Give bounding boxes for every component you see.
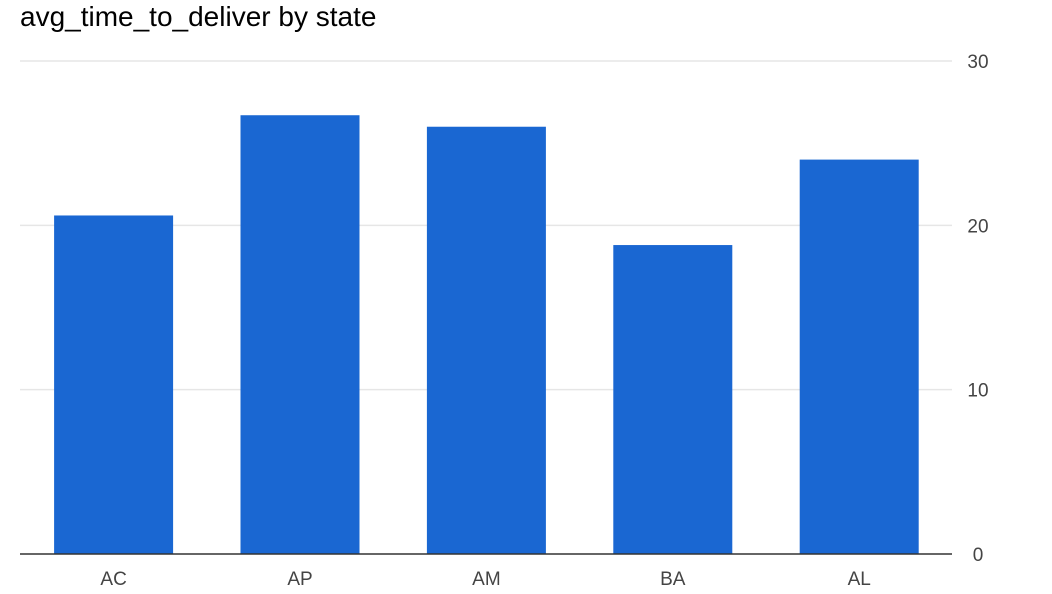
x-tick-label: AL [848, 569, 871, 590]
bar-am [426, 126, 546, 554]
y-axis-ticks: 0 10 20 30 [967, 52, 988, 566]
bar-ap [240, 115, 360, 554]
x-tick-label: BA [660, 569, 686, 590]
x-tick-label: AP [287, 569, 312, 590]
x-tick-label: AM [472, 569, 501, 590]
y-tick-label: 30 [967, 52, 988, 73]
x-axis-ticks: AC AP AM BA AL [100, 569, 870, 590]
y-tick-label: 10 [967, 381, 988, 402]
bars [54, 115, 919, 554]
x-tick-label: AC [100, 569, 126, 590]
y-tick-label: 0 [973, 545, 984, 566]
chart-title: avg_time_to_deliver by state [20, 1, 377, 32]
bar-ac [54, 215, 174, 554]
y-tick-label: 20 [967, 216, 988, 237]
bar-al [799, 159, 919, 554]
bar-ba [613, 245, 733, 554]
